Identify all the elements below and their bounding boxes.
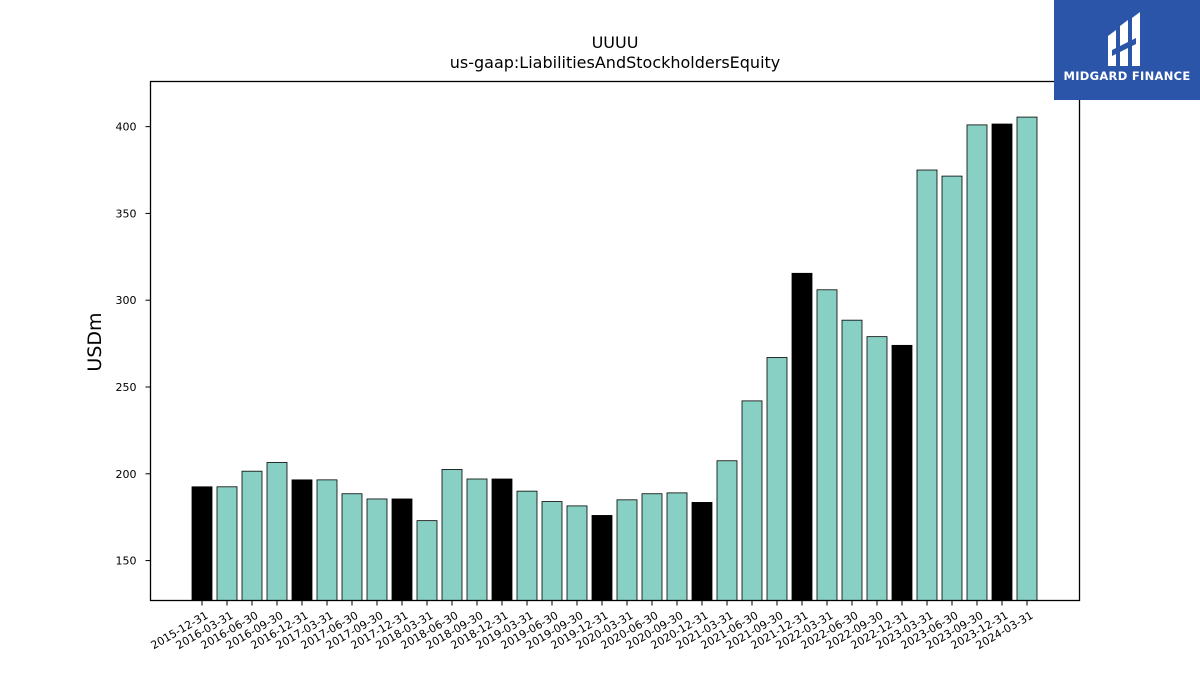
bar-2017-06-30: [341, 493, 363, 601]
bar-2024-03-31: [1016, 116, 1038, 601]
bars-group: [191, 116, 1038, 601]
bar-2020-03-31: [616, 499, 638, 601]
bar-2022-12-31: [891, 344, 913, 601]
chart-subtitle: us-gaap:LiabilitiesAndStockholdersEquity: [450, 53, 781, 72]
bar-2017-03-31: [316, 479, 338, 601]
y-axis-ticks: 150 200 250 300 350 400: [116, 121, 151, 568]
bar-2022-09-30: [866, 336, 888, 601]
bar-2021-03-31: [716, 460, 738, 601]
bar-2016-09-30: [266, 462, 288, 601]
plot-frame: [149, 80, 1081, 602]
bar-2023-09-30: [966, 124, 988, 601]
bar-2019-09-30: [566, 505, 588, 601]
y-tick-label: 400: [116, 121, 137, 134]
bar-2018-09-30: [466, 478, 488, 601]
bar-2018-12-31: [491, 478, 513, 601]
y-tick-label: 200: [116, 468, 137, 481]
bar-2020-12-31: [691, 502, 713, 601]
bar-2019-06-30: [541, 501, 563, 601]
logo-text: MIDGARD FINANCE: [1063, 69, 1191, 83]
y-tick-label: 300: [116, 294, 137, 307]
bar-2021-12-31: [791, 272, 813, 601]
midgard-finance-logo: MIDGARD FINANCE: [1054, 0, 1200, 100]
y-tick-label: 150: [116, 555, 137, 568]
bar-2015-12-31: [191, 486, 213, 601]
y-tick-label: 350: [116, 207, 137, 220]
bar-2022-06-30: [841, 319, 863, 601]
bar-2021-09-30: [766, 357, 788, 601]
bar-2023-03-31: [916, 169, 938, 601]
bar-2021-06-30: [741, 400, 763, 601]
bar-2020-06-30: [641, 493, 663, 601]
bar-2016-03-31: [216, 486, 238, 601]
bar-2017-12-31: [391, 498, 413, 601]
y-tick-label: 250: [116, 381, 137, 394]
bar-2019-12-31: [591, 515, 613, 601]
y-axis-label: USDm: [84, 312, 106, 371]
chart-title: UUUU: [592, 33, 639, 52]
bar-2020-09-30: [666, 492, 688, 601]
bar-2023-06-30: [941, 175, 963, 601]
bar-2019-03-31: [516, 490, 538, 601]
logo-mark-icon: [1108, 12, 1140, 66]
bar-2016-12-31: [291, 479, 313, 601]
bar-2022-03-31: [816, 289, 838, 601]
x-axis-ticks: 2015-12-312016-03-312016-06-302016-09-30…: [149, 600, 1036, 652]
bar-2023-12-31: [991, 123, 1013, 601]
bar-2018-06-30: [441, 469, 463, 601]
bar-2016-06-30: [241, 470, 263, 601]
bar-2017-09-30: [366, 498, 388, 601]
bar-2018-03-31: [416, 520, 438, 601]
